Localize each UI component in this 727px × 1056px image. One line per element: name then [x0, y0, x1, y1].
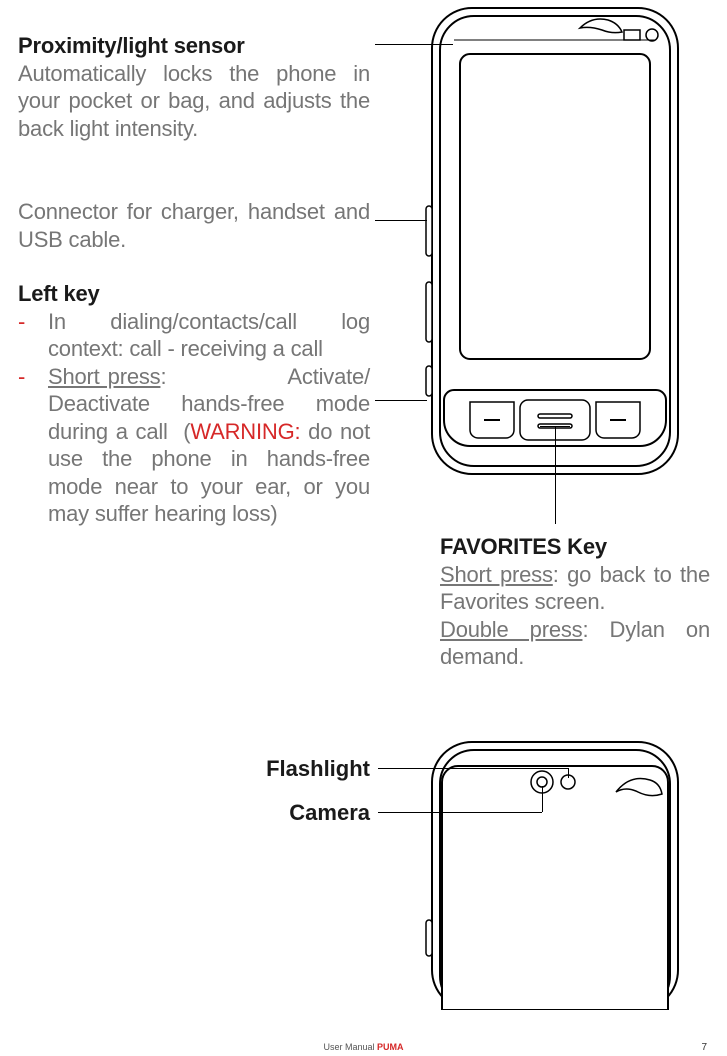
leader-flashlight-h: [378, 768, 568, 769]
footer-label: User Manual: [323, 1042, 377, 1052]
proximity-body: Automatically locks the phone in your po…: [18, 60, 370, 143]
leader-fav-h: [540, 426, 570, 427]
leader-camera-h: [378, 812, 542, 813]
leader-flashlight-v: [568, 768, 569, 778]
leftkey-item-2: - Short press: Activate/ Deactivate hand…: [18, 363, 370, 528]
phone-back-illustration: [420, 740, 690, 1010]
phone-front-illustration: [420, 6, 690, 476]
footer-center: User Manual PUMA: [323, 1042, 403, 1052]
footer-page-number: 7: [701, 1042, 707, 1053]
leftkey-item-1: - In dialing/contacts/call log context: …: [18, 308, 370, 363]
leader-camera-v: [542, 786, 543, 812]
footer-brand: PUMA: [377, 1042, 404, 1052]
flashlight-label: Flashlight: [240, 756, 370, 782]
proximity-block: Proximity/light sensor Automatically loc…: [18, 32, 370, 142]
leftkey-item-1-text: In dialing/contacts/call log context: ca…: [48, 308, 370, 363]
leftkey-item-2-text: Short press: Activate/ Deactivate hands-…: [48, 363, 370, 528]
short-press-label: Short press: [48, 364, 160, 389]
favorites-line2: Double press: Dylan on demand.: [440, 616, 710, 671]
favorites-line1: Short press: go back to the Favorites sc…: [440, 561, 710, 616]
leader-fav-v: [555, 426, 556, 524]
leftkey-title: Left key: [18, 280, 370, 308]
leader-connector: [375, 220, 427, 221]
favorites-block: FAVORITES Key Short press: go back to th…: [440, 533, 710, 671]
camera-label: Camera: [240, 800, 370, 826]
leftkey-block: Left key - In dialing/contacts/call log …: [18, 280, 370, 528]
leftkey-list: - In dialing/contacts/call log context: …: [18, 308, 370, 528]
leader-proximity: [375, 44, 453, 45]
connector-body: Connector for charger, handset and USB c…: [18, 198, 370, 253]
connector-block: Connector for charger, handset and USB c…: [18, 198, 370, 253]
manual-page: Proximity/light sensor Automatically loc…: [0, 0, 727, 1056]
warning-label: WARNING:: [190, 419, 300, 444]
proximity-title: Proximity/light sensor: [18, 32, 370, 60]
bullet-dash: -: [18, 308, 48, 363]
leader-leftkey: [375, 400, 427, 401]
favorites-title: FAVORITES Key: [440, 533, 710, 561]
favorites-shortpress: Short press: [440, 562, 553, 587]
favorites-doublepress: Double press: [440, 617, 582, 642]
bullet-dash: -: [18, 363, 48, 528]
